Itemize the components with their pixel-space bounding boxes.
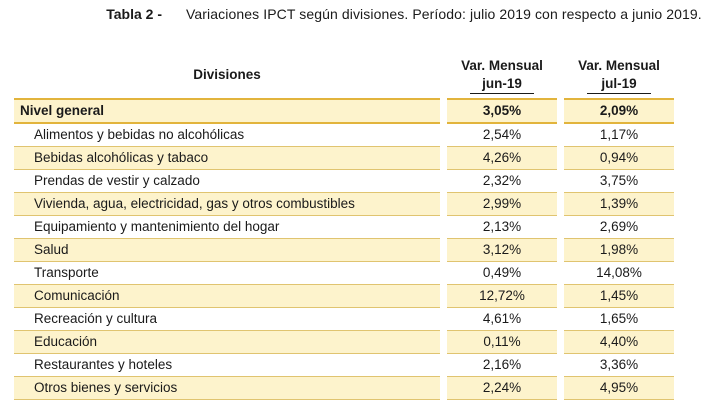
row-name: Recreación y cultura — [14, 307, 440, 331]
row-name: Transporte — [14, 261, 440, 285]
table-row: Educación 0,11% 4,40% — [14, 330, 674, 354]
cell-gap — [557, 192, 564, 216]
table-row: Bebidas alcohólicas y tabaco 4,26% 0,94% — [14, 146, 674, 170]
row-value-jun: 0,11% — [447, 330, 557, 354]
cell-gap — [557, 99, 564, 123]
table-row: Prendas de vestir y calzado 2,32% 3,75% — [14, 169, 674, 193]
header-gap — [440, 52, 447, 99]
cell-gap — [557, 284, 564, 308]
row-value-jul: 1,39% — [564, 192, 674, 216]
cell-gap — [557, 123, 564, 147]
cell-gap — [440, 353, 447, 377]
table-body: Nivel general 3,05% 2,09% Alimentos y be… — [14, 98, 674, 400]
table-header-row: Divisiones Var. Mensual jun-19 Var. Mens… — [14, 52, 674, 100]
header-jun: Var. Mensual jun-19 — [447, 52, 557, 100]
row-name: Bebidas alcohólicas y tabaco — [14, 146, 440, 170]
header-gap — [557, 52, 564, 99]
row-value-jul: 3,36% — [564, 353, 674, 377]
row-value-jun: 3,05% — [447, 98, 557, 124]
row-value-jul: 1,65% — [564, 307, 674, 331]
row-value-jul: 14,08% — [564, 261, 674, 285]
cell-gap — [557, 261, 564, 285]
header-jun-line2: jun-19 — [470, 75, 534, 94]
cell-gap — [557, 146, 564, 170]
row-name: Restaurantes y hoteles — [14, 353, 440, 377]
cell-gap — [440, 238, 447, 262]
cell-gap — [557, 330, 564, 354]
cell-gap — [557, 169, 564, 193]
row-value-jul: 1,17% — [564, 123, 674, 147]
row-value-jul: 2,09% — [564, 98, 674, 124]
cell-gap — [440, 330, 447, 354]
row-value-jun: 4,26% — [447, 146, 557, 170]
header-jul-line2: jul-19 — [587, 75, 651, 94]
cell-gap — [440, 215, 447, 239]
row-name: Nivel general — [14, 98, 440, 124]
row-name: Equipamiento y mantenimiento del hogar — [14, 215, 440, 239]
row-value-jun: 2,54% — [447, 123, 557, 147]
row-name: Prendas de vestir y calzado — [14, 169, 440, 193]
row-value-jun: 0,49% — [447, 261, 557, 285]
table-row: Vivienda, agua, electricidad, gas y otro… — [14, 192, 674, 216]
cell-gap — [440, 169, 447, 193]
table-row-general: Nivel general 3,05% 2,09% — [14, 98, 674, 124]
cell-gap — [440, 99, 447, 123]
row-name: Alimentos y bebidas no alcohólicas — [14, 123, 440, 147]
header-divisions: Divisiones — [14, 52, 440, 100]
table-row: Equipamiento y mantenimiento del hogar 2,… — [14, 215, 674, 239]
cell-gap — [557, 376, 564, 400]
row-value-jun: 2,13% — [447, 215, 557, 239]
row-value-jun: 2,32% — [447, 169, 557, 193]
cell-gap — [557, 353, 564, 377]
cell-gap — [440, 284, 447, 308]
row-value-jun: 4,61% — [447, 307, 557, 331]
row-value-jun: 3,12% — [447, 238, 557, 262]
ipct-table: Divisiones Var. Mensual jun-19 Var. Mens… — [14, 52, 674, 400]
table-label: Tabla 2 - — [106, 6, 162, 22]
row-name: Salud — [14, 238, 440, 262]
header-jul-line1: Var. Mensual — [578, 57, 660, 73]
row-name: Otros bienes y servicios — [14, 376, 440, 400]
row-value-jul: 4,95% — [564, 376, 674, 400]
row-value-jul: 2,69% — [564, 215, 674, 239]
row-value-jul: 1,45% — [564, 284, 674, 308]
row-value-jul: 1,98% — [564, 238, 674, 262]
cell-gap — [557, 307, 564, 331]
table-row: Restaurantes y hoteles 2,16% 3,36% — [14, 353, 674, 377]
table-row: Salud 3,12% 1,98% — [14, 238, 674, 262]
row-value-jun: 2,16% — [447, 353, 557, 377]
row-value-jun: 2,99% — [447, 192, 557, 216]
row-value-jul: 3,75% — [564, 169, 674, 193]
header-jun-line1: Var. Mensual — [461, 57, 543, 73]
row-name: Educación — [14, 330, 440, 354]
table-row: Recreación y cultura 4,61% 1,65% — [14, 307, 674, 331]
table-row: Otros bienes y servicios 2,24% 4,95% — [14, 376, 674, 400]
cell-gap — [440, 307, 447, 331]
cell-gap — [440, 261, 447, 285]
table-caption-text: Variaciones IPCT según divisiones. Perío… — [186, 6, 702, 22]
header-jul: Var. Mensual jul-19 — [564, 52, 674, 100]
table-row: Transporte 0,49% 14,08% — [14, 261, 674, 285]
cell-gap — [557, 215, 564, 239]
table-row: Alimentos y bebidas no alcohólicas 2,54% 1… — [14, 123, 674, 147]
row-value-jun: 2,24% — [447, 376, 557, 400]
row-name: Vivienda, agua, electricidad, gas y otro… — [14, 192, 440, 216]
cell-gap — [440, 146, 447, 170]
cell-gap — [440, 192, 447, 216]
cell-gap — [440, 376, 447, 400]
row-value-jul: 4,40% — [564, 330, 674, 354]
cell-gap — [557, 238, 564, 262]
row-value-jul: 0,94% — [564, 146, 674, 170]
row-name: Comunicación — [14, 284, 440, 308]
row-value-jun: 12,72% — [447, 284, 557, 308]
table-caption: Tabla 2 - Variaciones IPCT según division… — [12, 4, 712, 24]
table-row: Comunicación 12,72% 1,45% — [14, 284, 674, 308]
cell-gap — [440, 123, 447, 147]
